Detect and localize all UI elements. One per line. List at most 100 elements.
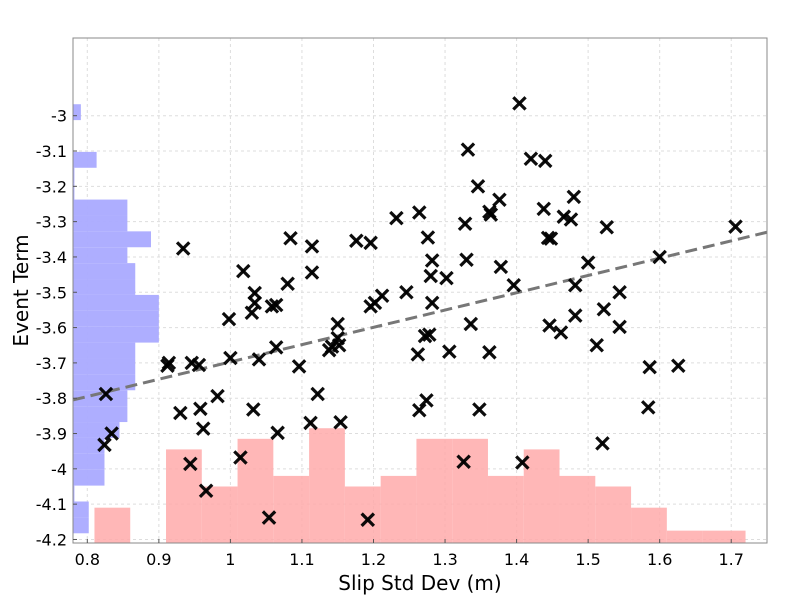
data-point-stroke [460,142,476,157]
data-point-stroke [612,319,627,335]
data-point-stroke [333,414,348,430]
data-point [523,151,539,167]
data-point [423,268,438,284]
data-point [198,483,214,498]
data-point [261,510,277,525]
data-point-stroke [420,230,436,245]
x-histogram-bar [523,449,560,543]
data-point-stroke [567,277,583,293]
data-point [472,402,487,417]
data-point-stroke [567,308,583,323]
data-point [642,359,657,375]
data-point [236,263,251,279]
data-point [195,421,211,436]
data-point [210,388,225,404]
data-point [652,249,667,265]
data-point-stroke [580,255,596,270]
y-histogram-bar [73,104,81,121]
y-histogram-bar [73,501,89,518]
y-axis-label: Event Term [9,234,33,346]
y-histogram-bar [73,406,128,423]
data-point-stroke [98,386,114,402]
data-point-stroke [310,386,325,402]
y-tick-label: -3.5 [36,283,67,302]
data-point-stroke [264,299,280,314]
data-point [459,252,474,268]
data-point [470,179,486,194]
data-point-stroke [422,327,437,342]
data-point-stroke [642,359,657,375]
data-point [439,270,454,286]
y-histogram-bar [73,485,75,502]
x-tick-label: 1.7 [719,550,744,569]
data-point-stroke [191,357,207,373]
data-point-stroke [589,337,604,353]
y-histogram-bar [73,342,136,359]
y-histogram-bar [73,453,105,470]
data-point-stroke [439,270,454,286]
data-point-stroke [233,450,248,465]
data-point-stroke [330,316,345,332]
data-point [191,357,207,373]
data-point [442,344,457,359]
data-point [104,426,119,441]
data-point [221,311,237,327]
data-point-stroke [595,436,610,451]
data-point [291,359,307,374]
y-histogram-bar [73,199,128,216]
y-tick-label: -4.2 [36,530,67,549]
data-point [175,241,191,256]
data-point [671,358,686,373]
data-point [542,318,557,333]
data-point-stroke [652,249,667,265]
data-point [460,142,476,157]
data-point-stroke [424,253,440,268]
data-point-stroke [640,400,656,415]
data-point-stroke [304,239,320,254]
data-point [543,231,559,246]
data-point-stroke [456,454,471,470]
data-point [247,295,262,311]
data-point-stroke [563,212,579,227]
data-point-stroke [671,358,686,373]
data-point-stroke [183,456,198,472]
data-point [563,212,579,227]
y-tick-label: -4 [51,460,67,479]
x-histogram-bar [380,475,417,543]
data-point [536,201,552,217]
plot-frame [72,37,768,544]
data-point-stroke [542,318,557,333]
data-point-stroke [363,299,378,314]
data-point-stroke [160,358,175,373]
data-point-stroke [612,285,627,300]
x-histogram [94,428,746,543]
y-tick-label: -3.1 [36,142,67,161]
data-point [246,402,261,417]
x-axis-label: Slip Std Dev (m) [338,571,501,595]
data-point [97,437,112,453]
x-histogram-bar [559,475,596,543]
data-point [580,255,596,270]
data-point [183,456,198,472]
y-histogram-bar [73,151,97,168]
y-histogram-bar [73,358,136,375]
data-point [304,239,320,254]
x-tick-label: 1.2 [361,550,386,569]
data-point [424,295,440,311]
data-point-stroke [321,342,337,358]
data-point [482,345,497,360]
y-tick-label: -3.6 [36,319,67,338]
data-point [424,253,440,268]
data-point [420,230,436,245]
data-point [233,450,248,465]
y-histogram-bar [73,294,159,311]
y-tick-label: -3.7 [36,354,67,373]
data-point-stroke [291,359,307,374]
data-point [537,153,553,169]
y-histogram-bar [73,263,136,280]
data-point-stroke [349,233,364,248]
y-histogram-bar [73,310,159,327]
data-point-stroke [389,210,404,226]
x-tick-label: 1.1 [289,550,314,569]
data-point-stroke [412,402,427,418]
